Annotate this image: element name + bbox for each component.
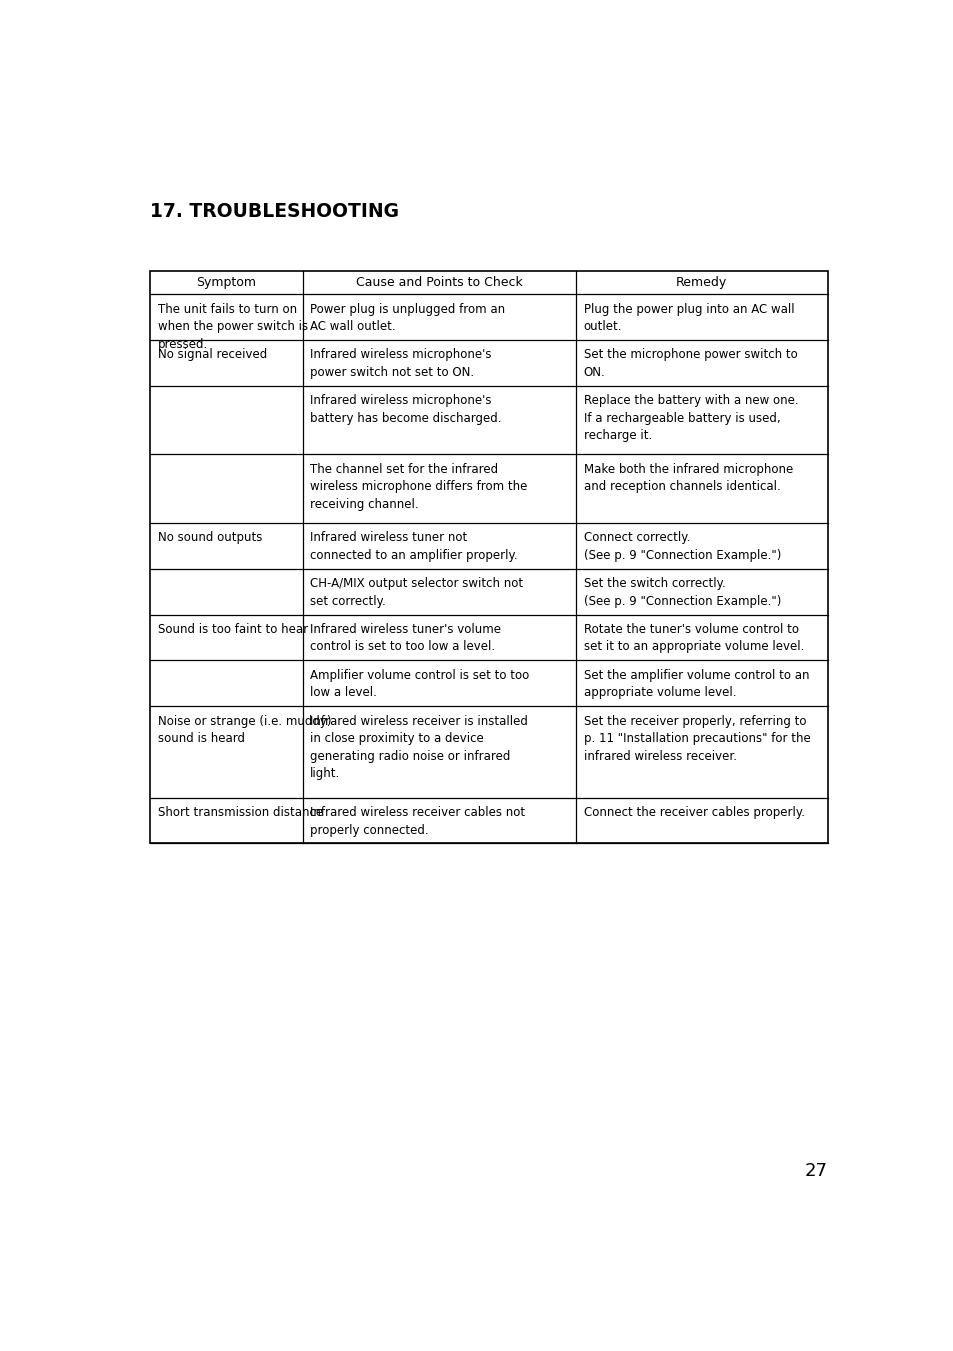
Text: 17. TROUBLESHOOTING: 17. TROUBLESHOOTING xyxy=(151,201,399,220)
Text: 27: 27 xyxy=(803,1162,826,1179)
Text: CH-A/MIX output selector switch not
set correctly.: CH-A/MIX output selector switch not set … xyxy=(310,577,522,608)
Text: Short transmission distance: Short transmission distance xyxy=(157,807,322,819)
Text: Amplifier volume control is set to too
low a level.: Amplifier volume control is set to too l… xyxy=(310,669,529,700)
Text: Infrared wireless receiver is installed
in close proximity to a device
generatin: Infrared wireless receiver is installed … xyxy=(310,715,527,780)
Text: Set the receiver properly, referring to
p. 11 "Installation precautions" for the: Set the receiver properly, referring to … xyxy=(583,715,809,762)
Text: Remedy: Remedy xyxy=(676,277,727,289)
Text: Power plug is unplugged from an
AC wall outlet.: Power plug is unplugged from an AC wall … xyxy=(310,303,504,334)
Text: Infrared wireless microphone's
battery has become discharged.: Infrared wireless microphone's battery h… xyxy=(310,394,501,424)
Text: Make both the infrared microphone
and reception channels identical.: Make both the infrared microphone and re… xyxy=(583,463,792,493)
Text: Set the microphone power switch to
ON.: Set the microphone power switch to ON. xyxy=(583,349,797,378)
Text: Connect the receiver cables properly.: Connect the receiver cables properly. xyxy=(583,807,803,819)
Text: Set the amplifier volume control to an
appropriate volume level.: Set the amplifier volume control to an a… xyxy=(583,669,808,700)
Text: Infrared wireless tuner's volume
control is set to too low a level.: Infrared wireless tuner's volume control… xyxy=(310,623,500,654)
Text: The channel set for the infrared
wireless microphone differs from the
receiving : The channel set for the infrared wireles… xyxy=(310,463,527,511)
Text: Rotate the tuner's volume control to
set it to an appropriate volume level.: Rotate the tuner's volume control to set… xyxy=(583,623,803,654)
Text: Noise or strange (i.e. muddy)
sound is heard: Noise or strange (i.e. muddy) sound is h… xyxy=(157,715,331,744)
Text: Infrared wireless tuner not
connected to an amplifier properly.: Infrared wireless tuner not connected to… xyxy=(310,531,517,562)
Text: Connect correctly.
(See p. 9 "Connection Example."): Connect correctly. (See p. 9 "Connection… xyxy=(583,531,781,562)
Text: No signal received: No signal received xyxy=(157,349,267,361)
Text: Symptom: Symptom xyxy=(196,277,256,289)
Text: Infrared wireless microphone's
power switch not set to ON.: Infrared wireless microphone's power swi… xyxy=(310,349,491,378)
Text: Replace the battery with a new one.
If a rechargeable battery is used,
recharge : Replace the battery with a new one. If a… xyxy=(583,394,798,442)
Bar xyxy=(151,272,826,843)
Text: Infrared wireless receiver cables not
properly connected.: Infrared wireless receiver cables not pr… xyxy=(310,807,524,836)
Text: No sound outputs: No sound outputs xyxy=(157,531,262,544)
Text: Plug the power plug into an AC wall
outlet.: Plug the power plug into an AC wall outl… xyxy=(583,303,793,334)
Text: Set the switch correctly.
(See p. 9 "Connection Example."): Set the switch correctly. (See p. 9 "Con… xyxy=(583,577,781,608)
Text: Cause and Points to Check: Cause and Points to Check xyxy=(355,277,522,289)
Text: Sound is too faint to hear: Sound is too faint to hear xyxy=(157,623,308,636)
Text: The unit fails to turn on
when the power switch is
pressed.: The unit fails to turn on when the power… xyxy=(157,303,308,350)
